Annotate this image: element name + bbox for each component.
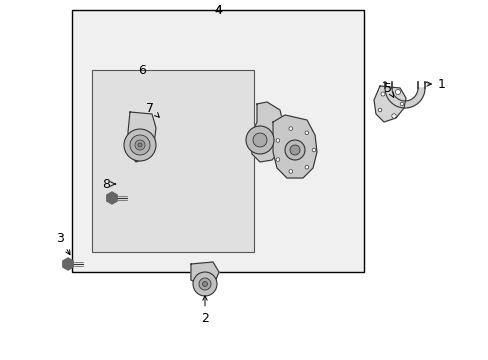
Text: 7: 7 (146, 102, 159, 117)
Polygon shape (272, 115, 316, 178)
Circle shape (305, 165, 308, 169)
Circle shape (399, 102, 403, 106)
Polygon shape (128, 112, 156, 162)
Circle shape (276, 139, 279, 142)
Circle shape (193, 272, 217, 296)
Text: 1: 1 (426, 77, 445, 90)
Circle shape (380, 92, 384, 96)
Circle shape (138, 143, 142, 147)
Circle shape (199, 278, 210, 290)
Polygon shape (191, 262, 219, 286)
Circle shape (130, 135, 150, 155)
Polygon shape (249, 102, 284, 162)
Circle shape (124, 129, 156, 161)
Circle shape (288, 170, 292, 173)
Text: 8: 8 (102, 177, 115, 190)
Polygon shape (373, 86, 405, 122)
Polygon shape (384, 88, 424, 108)
Bar (92, 70, 253, 252)
Circle shape (276, 158, 279, 161)
Circle shape (305, 131, 308, 135)
Text: 2: 2 (201, 296, 208, 324)
Text: 3: 3 (56, 231, 70, 255)
Text: 6: 6 (138, 63, 145, 77)
Circle shape (311, 148, 315, 152)
Circle shape (135, 140, 145, 150)
Circle shape (391, 114, 395, 118)
Text: 4: 4 (214, 4, 222, 17)
Text: 4: 4 (214, 4, 222, 17)
Circle shape (202, 282, 207, 287)
Circle shape (285, 140, 305, 160)
Circle shape (245, 126, 273, 154)
Circle shape (288, 127, 292, 130)
Circle shape (252, 133, 266, 147)
Bar (72, 10, 363, 272)
Circle shape (289, 145, 299, 155)
Circle shape (395, 90, 400, 94)
Text: 5: 5 (383, 81, 393, 98)
Circle shape (377, 108, 381, 112)
